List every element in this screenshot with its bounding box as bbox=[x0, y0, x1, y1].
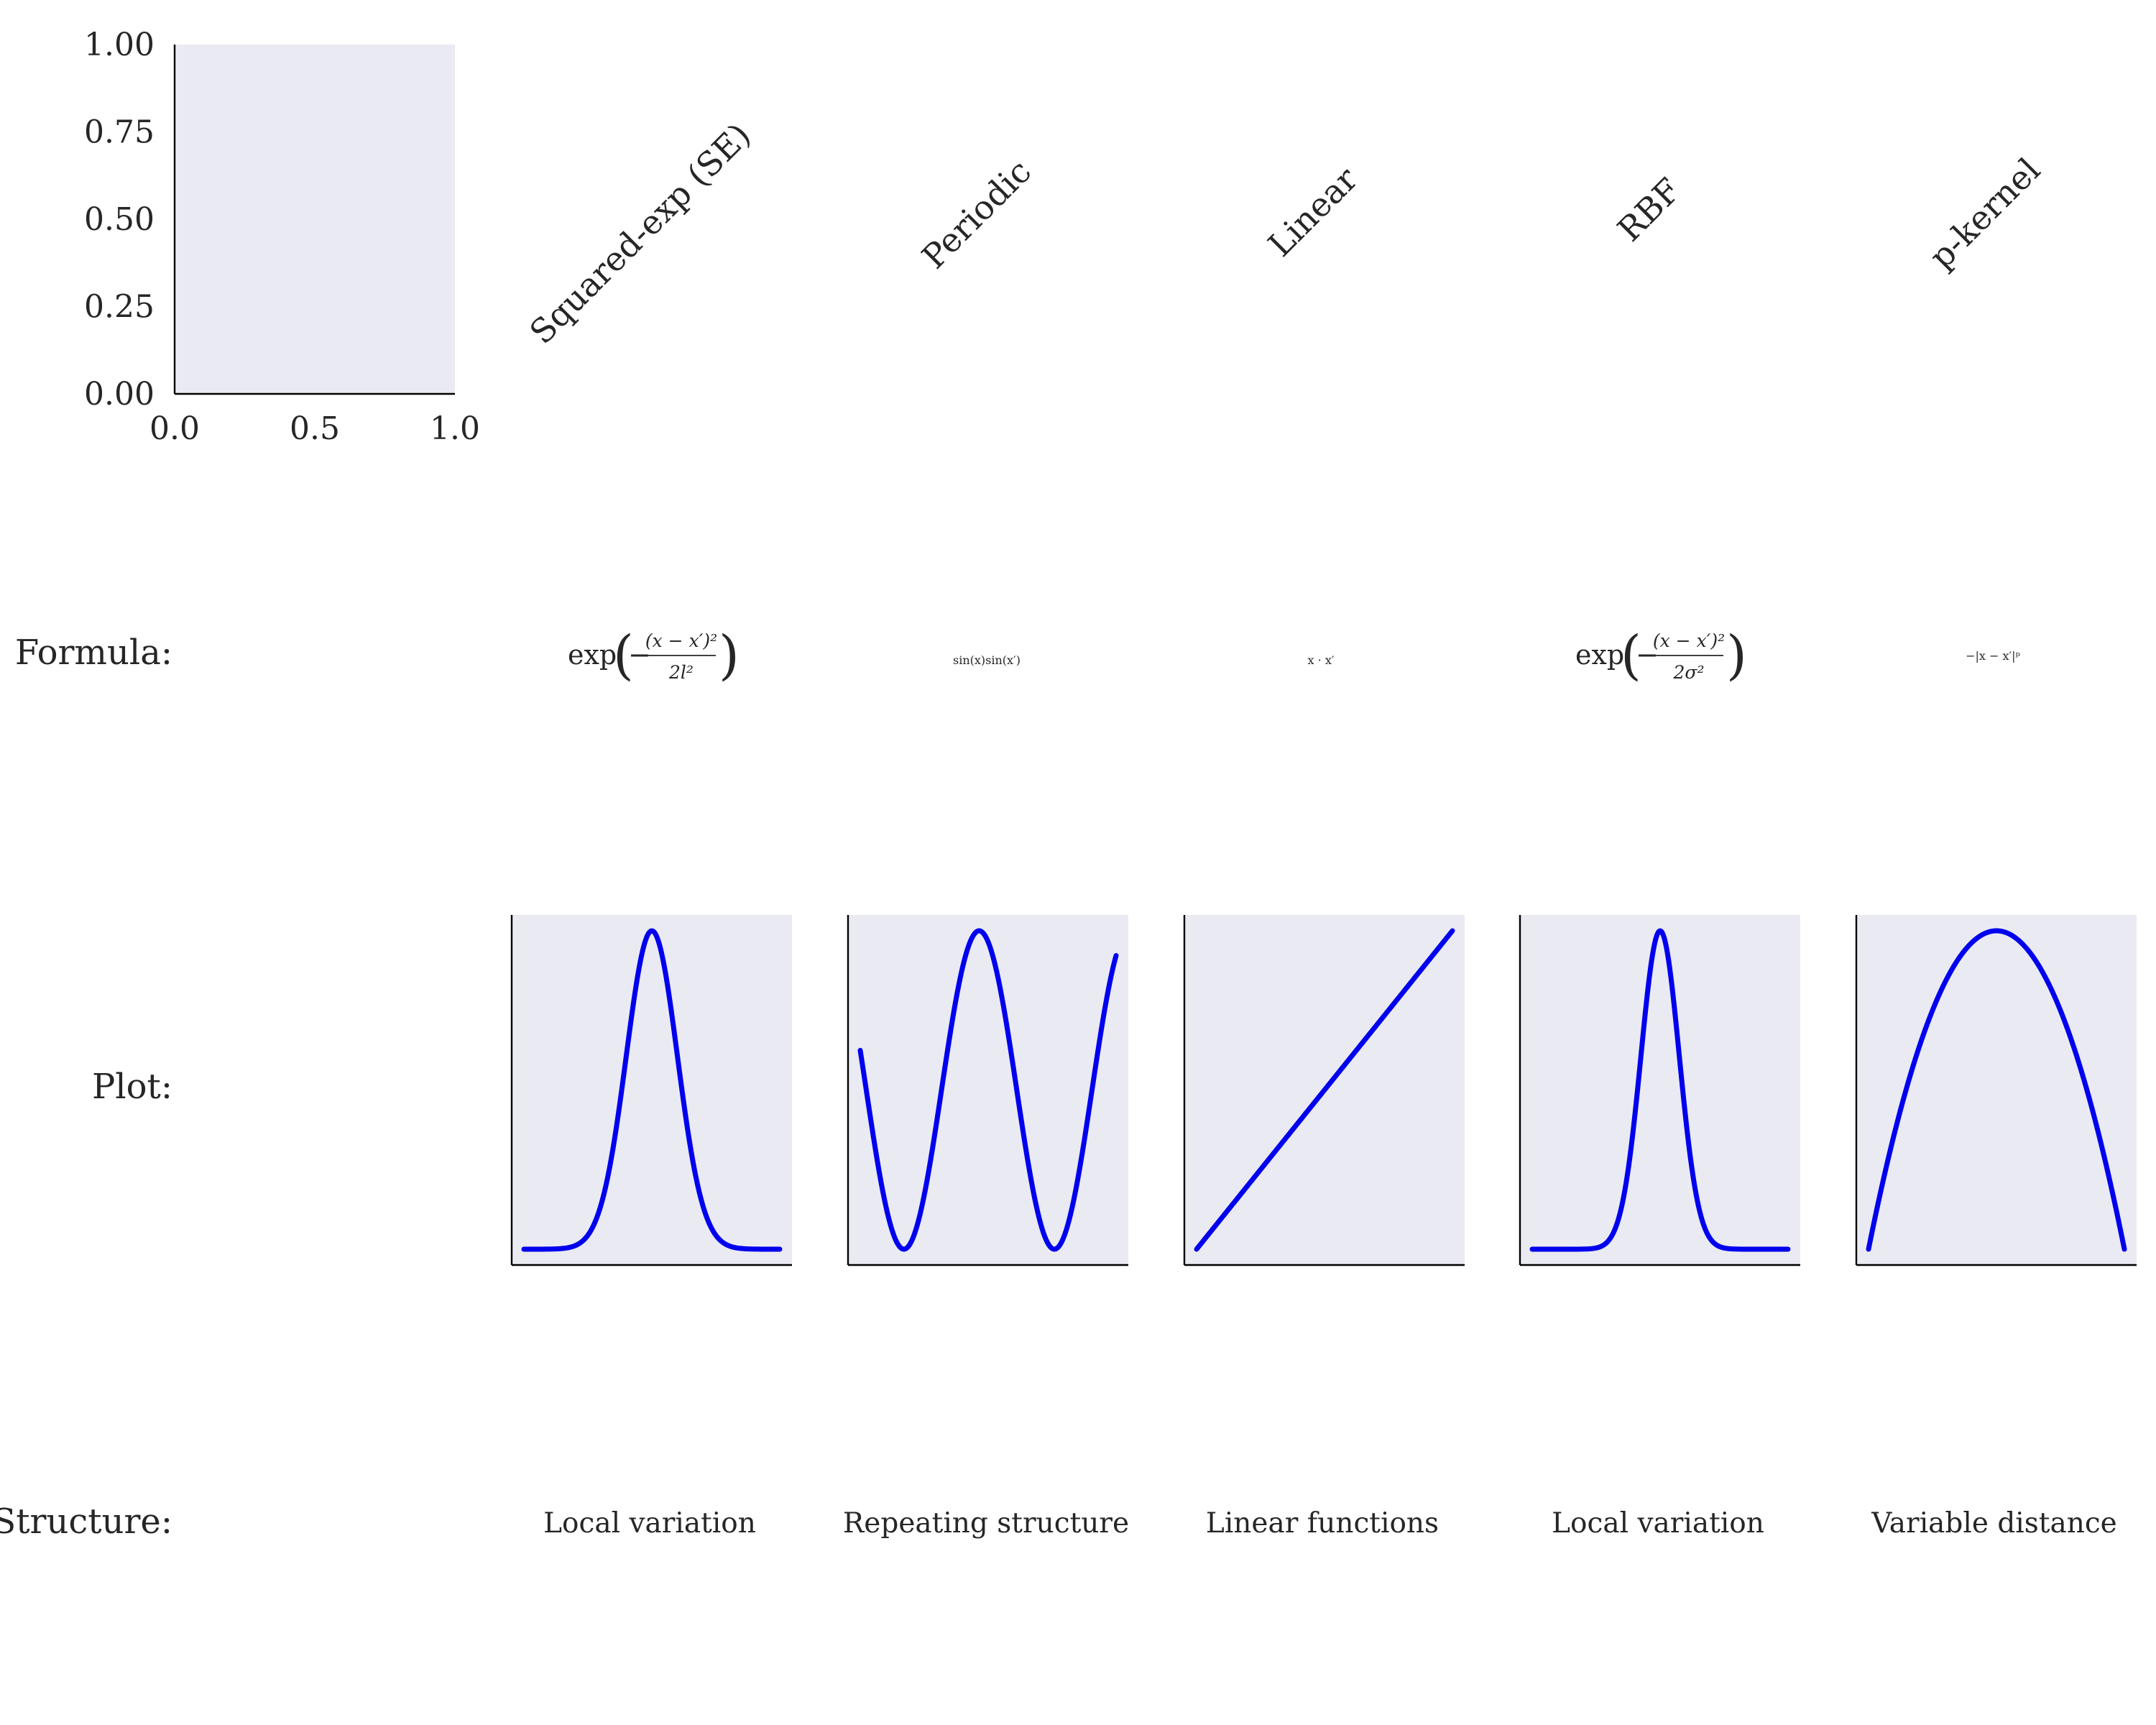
kernel-curve-linear bbox=[1194, 928, 1455, 1252]
formula-periodic: sin(x)sin(x′) bbox=[953, 653, 1021, 667]
y-tick-labels: 0.00 0.25 0.50 0.75 1.00 bbox=[84, 27, 155, 413]
plot-panel-background bbox=[1856, 915, 2137, 1265]
kernel-title-linear: Linear bbox=[1261, 160, 1365, 264]
plot-panel-background bbox=[512, 915, 792, 1265]
formula-rbf-open-paren: ( bbox=[1621, 625, 1641, 686]
plot-panel-rbf bbox=[1519, 915, 1800, 1266]
structure-rbf: Local variation bbox=[1552, 1507, 1764, 1540]
empty-axes-background bbox=[175, 45, 455, 394]
formula-linear: x · x′ bbox=[1308, 653, 1335, 667]
plot-panel-linear bbox=[1183, 915, 1465, 1266]
kernel-curve-se bbox=[521, 928, 783, 1252]
y-tick-label: 0.25 bbox=[84, 289, 155, 326]
x-tick-label: 0.5 bbox=[290, 410, 340, 447]
formula-se-minus: − bbox=[628, 639, 651, 671]
kernel-titles: Squared-exp (SE) Periodic Linear RBF p-k… bbox=[522, 115, 2047, 351]
formula-se-prefix: exp bbox=[568, 639, 617, 671]
plot-panel-periodic bbox=[847, 915, 1128, 1266]
plot-panel-p-kernel bbox=[1855, 915, 2137, 1266]
x-tick-labels: 0.0 0.5 1.0 bbox=[149, 410, 480, 447]
row-label-structure: Structure: bbox=[0, 1501, 172, 1542]
plot-panel-background bbox=[1520, 915, 1800, 1265]
kernel-title-p-kernel: p-kernel bbox=[1922, 150, 2047, 276]
kernel-curve-p-kernel bbox=[1866, 928, 2127, 1252]
x-tick-label: 1.0 bbox=[430, 410, 480, 447]
kernel-title-rbf: RBF bbox=[1610, 170, 1688, 249]
formula-se-close-paren: ) bbox=[719, 625, 740, 686]
formula-rbf-minus: − bbox=[1636, 639, 1659, 671]
formula-rbf: exp ( − (x − x′)² 2σ² ) bbox=[1575, 625, 1747, 686]
empty-axes: 0.00 0.25 0.50 0.75 1.00 0.0 0.5 1.0 bbox=[84, 27, 480, 447]
structure-row: Local variation Repeating structure Line… bbox=[543, 1507, 2117, 1540]
formula-se-numerator: (x − x′)² bbox=[645, 630, 717, 651]
plot-panel-se bbox=[510, 915, 792, 1266]
y-tick-label: 0.00 bbox=[84, 376, 155, 413]
row-label-formula: Formula: bbox=[15, 632, 172, 673]
kernel-curve-rbf bbox=[1529, 928, 1791, 1252]
kernel-plots bbox=[510, 915, 2137, 1266]
structure-periodic: Repeating structure bbox=[843, 1507, 1129, 1540]
formula-rbf-close-paren: ) bbox=[1726, 625, 1747, 686]
plot-panel-background bbox=[848, 915, 1128, 1265]
y-tick-label: 1.00 bbox=[84, 27, 155, 63]
formula-se-denominator: 2l² bbox=[668, 662, 694, 683]
y-tick-label: 0.75 bbox=[84, 114, 155, 151]
formula-rbf-prefix: exp bbox=[1575, 639, 1624, 671]
kernel-title-periodic: Periodic bbox=[914, 152, 1038, 276]
formula-se-open-paren: ( bbox=[613, 625, 634, 686]
kernel-curve-periodic bbox=[857, 928, 1119, 1252]
structure-se: Local variation bbox=[543, 1507, 756, 1540]
row-label-plot: Plot: bbox=[92, 1067, 172, 1107]
formula-rbf-numerator: (x − x′)² bbox=[1653, 630, 1725, 651]
kernel-title-se: Squared-exp (SE) bbox=[522, 115, 757, 351]
structure-linear: Linear functions bbox=[1206, 1507, 1439, 1540]
structure-p-kernel: Variable distance bbox=[1871, 1507, 2117, 1540]
formula-se: exp ( − (x − x′)² 2l² ) bbox=[568, 625, 740, 686]
y-tick-label: 0.50 bbox=[84, 201, 155, 238]
x-tick-label: 0.0 bbox=[149, 410, 200, 447]
formula-p-kernel: −|x − x′|ᵖ bbox=[1966, 649, 2020, 663]
formula-rbf-denominator: 2σ² bbox=[1673, 662, 1705, 683]
